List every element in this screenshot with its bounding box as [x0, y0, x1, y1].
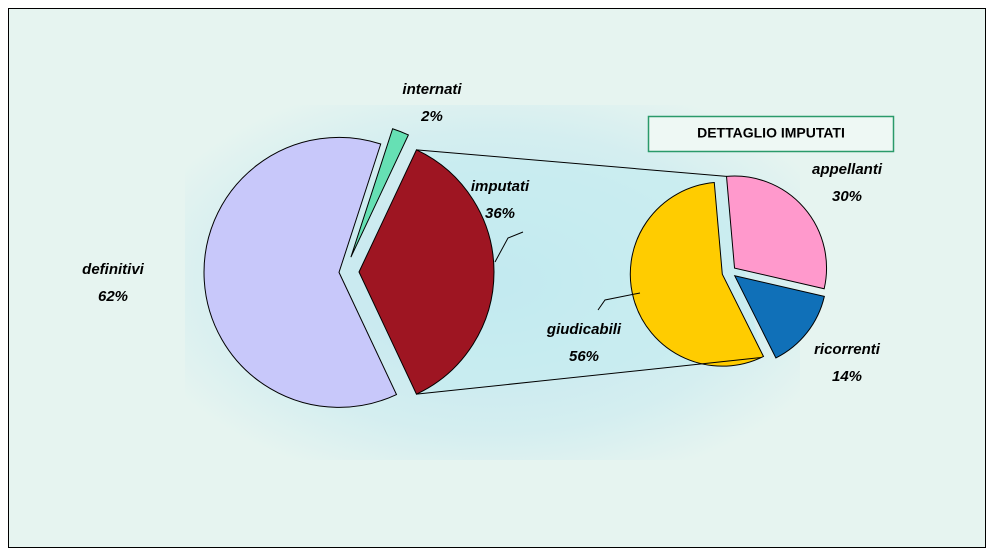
detail-title-box: [647, 115, 895, 153]
slice-value-label: 30%: [832, 188, 862, 205]
slice-value-label: 2%: [420, 108, 443, 125]
slice-value-label: 56%: [569, 348, 599, 365]
leader-line: [494, 231, 524, 263]
pie-slice: [358, 149, 495, 395]
slice-value-label: 62%: [98, 288, 128, 305]
pie-slice: [629, 181, 765, 367]
connector-line: [416, 357, 762, 395]
slice-value-label: 36%: [485, 205, 515, 222]
slice-label: definitivi: [82, 261, 145, 278]
slice-label: imputati: [471, 178, 530, 195]
slice-label: ricorrenti: [814, 341, 881, 358]
slice-label: giudicabili: [546, 321, 622, 338]
slice-label: internati: [402, 81, 462, 98]
slice-label: appellanti: [812, 161, 883, 178]
pie-slice: [203, 136, 398, 408]
connector-line: [416, 149, 727, 177]
leader-line: [597, 292, 641, 311]
pie-slice: [733, 274, 825, 359]
slice-value-label: 14%: [832, 368, 862, 385]
detail-title: DETTAGLIO IMPUTATI: [697, 125, 845, 141]
pie-slice: [725, 175, 827, 290]
pie-slice: [350, 128, 410, 258]
